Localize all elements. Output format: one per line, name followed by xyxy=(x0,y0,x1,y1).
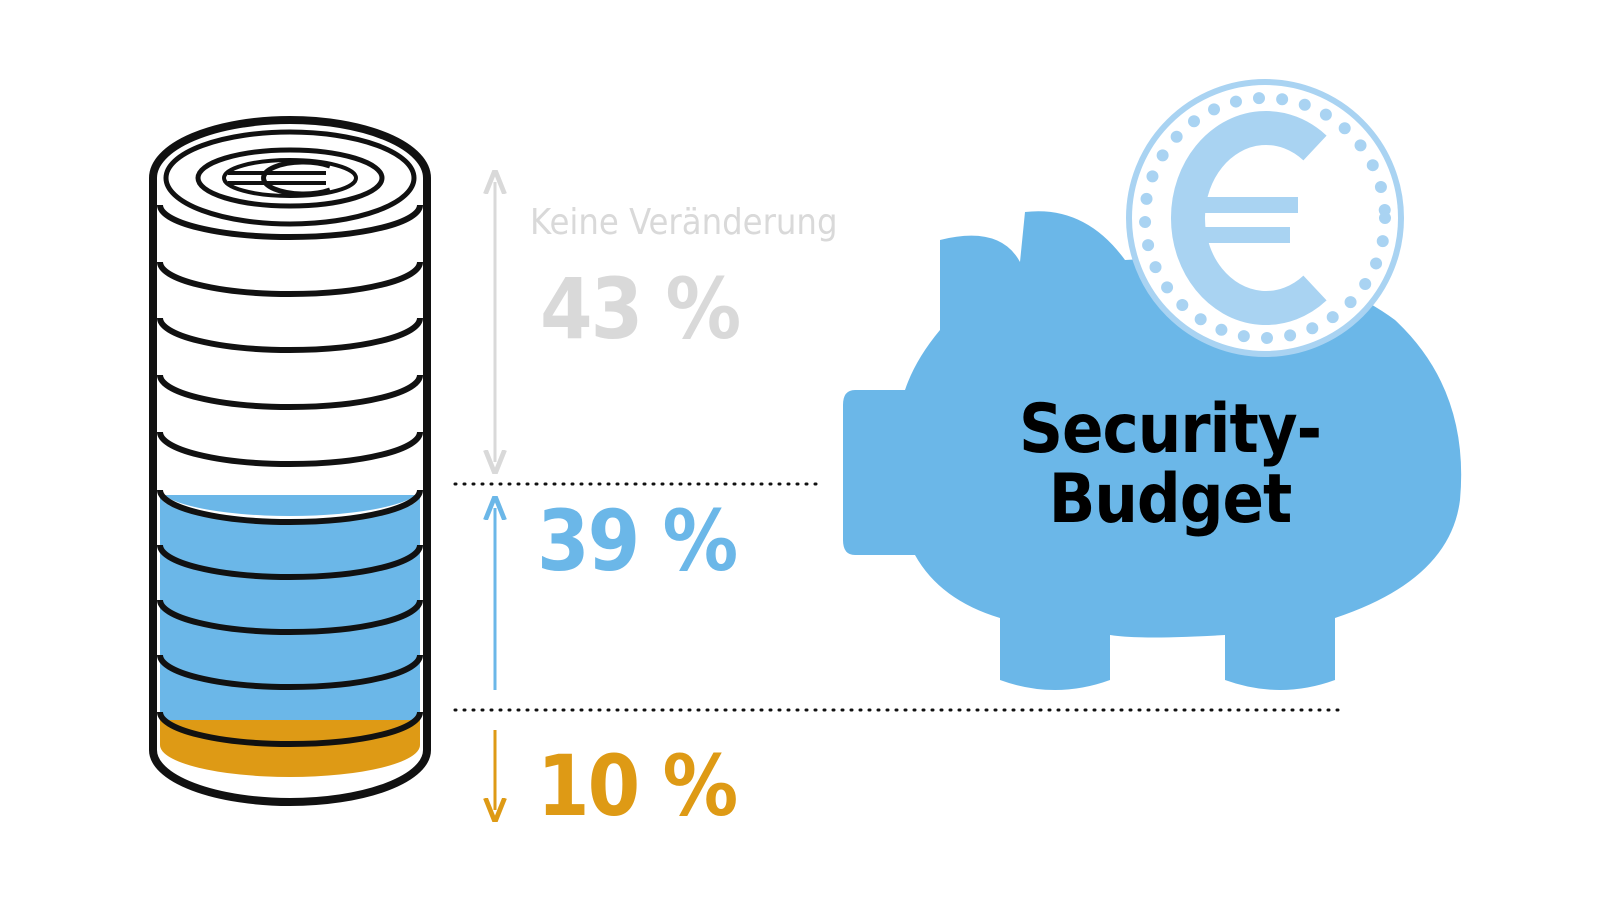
piggy-label: Security- xyxy=(1019,390,1321,469)
caption: Keine Veränderung xyxy=(530,202,838,243)
piggy-label: Budget xyxy=(1049,460,1292,539)
euro-coin xyxy=(1126,79,1404,357)
percentage: 39 % xyxy=(537,492,736,590)
percentage: 43 % xyxy=(540,260,739,358)
percentage: 10 % xyxy=(537,737,736,835)
coin-stack xyxy=(149,116,431,806)
